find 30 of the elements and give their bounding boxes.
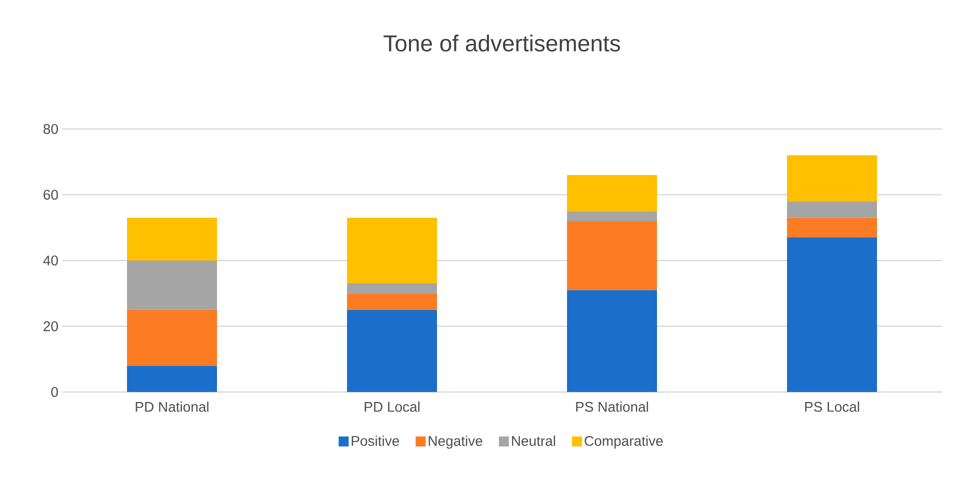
legend-label: Comparative [584,436,663,449]
legend-label: Positive [352,436,400,446]
chart-title: Tone of advertisements [384,34,620,52]
legend-label: Neutral [512,436,556,446]
y-tick-label: 60 [44,190,58,200]
x-tick-label: PD Local [364,402,420,412]
bar [127,260,218,310]
bar [347,310,438,392]
x-tick-label: PS National [576,402,648,412]
bar [567,221,658,290]
bar [787,201,878,218]
x-tick-label: PD National [136,402,208,412]
bar [127,366,218,392]
y-tick-label: 80 [44,124,58,134]
bar [127,310,218,366]
bar [787,237,878,392]
y-tick-label: 20 [44,321,58,332]
y-tick-label: 0 [51,387,58,397]
bar [347,293,438,310]
bar [567,211,658,222]
bar [127,218,218,261]
bar [787,155,878,202]
bar [347,284,438,294]
x-tick-label: PS Local [805,402,860,412]
y-tick-label: 40 [43,256,58,266]
bar [567,290,658,392]
legend-label: Negative [428,436,482,449]
bar [787,218,878,238]
bar [567,175,658,212]
bar [347,218,438,284]
